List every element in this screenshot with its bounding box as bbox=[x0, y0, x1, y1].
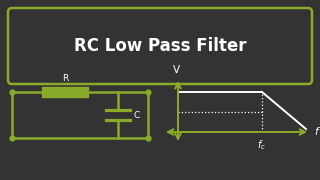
Text: f: f bbox=[314, 127, 318, 137]
Text: V: V bbox=[172, 65, 180, 75]
Bar bbox=[42, 87, 88, 97]
FancyBboxPatch shape bbox=[8, 8, 312, 84]
Text: R: R bbox=[62, 74, 68, 83]
Text: $f_c$: $f_c$ bbox=[258, 138, 267, 152]
Text: RC Low Pass Filter: RC Low Pass Filter bbox=[74, 37, 246, 55]
Text: C: C bbox=[134, 111, 140, 120]
